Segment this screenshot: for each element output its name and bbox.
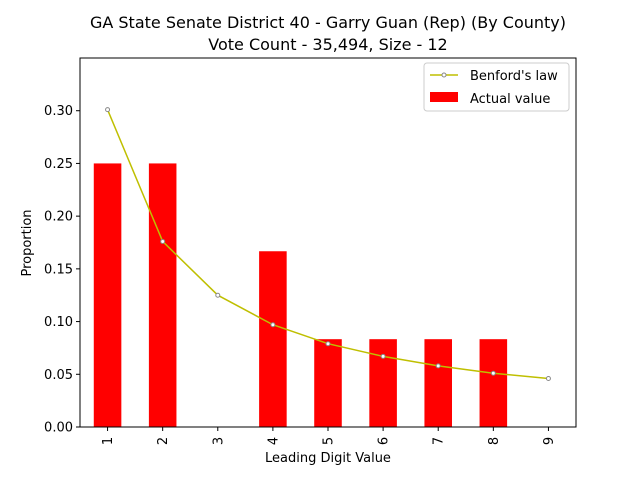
bar-digit-5 [314, 339, 342, 427]
y-tick-label: 0.20 [44, 210, 73, 225]
benford-point-digit-6 [380, 353, 386, 359]
benford-point-digit-2 [160, 238, 166, 244]
x-tick-label: 2 [156, 437, 171, 445]
legend-actual-swatch [430, 92, 458, 102]
x-tick-label: 9 [542, 437, 557, 445]
benford-point-digit-4 [270, 322, 276, 328]
x-axis-label: Leading Digit Value [265, 451, 391, 466]
benford-point-digit-1 [105, 107, 111, 113]
y-tick-label: 0.00 [44, 421, 73, 436]
benford-line-layer [105, 107, 551, 381]
benford-point-digit-8 [490, 370, 496, 376]
bar-digit-7 [424, 339, 452, 427]
benford-point-digit-5 [325, 341, 331, 347]
legend-benford-marker [441, 72, 447, 78]
bar-digit-2 [148, 163, 177, 427]
y-tick-label: 0.30 [44, 104, 73, 119]
y-tick-label: 0.10 [44, 315, 73, 330]
x-tick-label: 8 [487, 437, 502, 445]
x-tick-label: 6 [377, 437, 392, 445]
bars-layer [93, 163, 508, 427]
y-tick-label: 0.15 [44, 262, 73, 277]
y-tick-label: 0.25 [44, 157, 73, 172]
bar-digit-4 [259, 251, 287, 427]
x-tick-label: 1 [101, 437, 116, 445]
legend-benford-label: Benford's law [470, 69, 558, 84]
chart-subtitle: Vote Count - 35,494, Size - 12 [208, 35, 447, 54]
x-tick-label: 3 [211, 437, 226, 445]
legend-actual-label: Actual value [470, 92, 550, 107]
bar-digit-8 [479, 339, 508, 427]
benford-point-digit-9 [545, 376, 551, 381]
bar-digit-6 [369, 339, 397, 427]
legend-frame [423, 62, 570, 112]
x-tick-label: 7 [432, 437, 447, 445]
y-tick-label: 0.05 [44, 368, 73, 383]
bar-digit-1 [93, 163, 122, 427]
benford-point-digit-3 [215, 292, 221, 298]
axes-layer: 0.00 0.05 0.10 0.15 0.20 0.25 0.30 1 2 3 4 5 6 7 8 9 [44, 57, 577, 445]
x-tick-label: 5 [322, 437, 337, 445]
y-axis-label: Proportion [20, 209, 35, 276]
benford-point-digit-7 [435, 363, 441, 369]
chart-title: GA State Senate District 40 - Garry Guan… [90, 13, 566, 32]
x-tick-label: 4 [266, 437, 281, 445]
legend: Benford's law Actual value [423, 62, 570, 112]
